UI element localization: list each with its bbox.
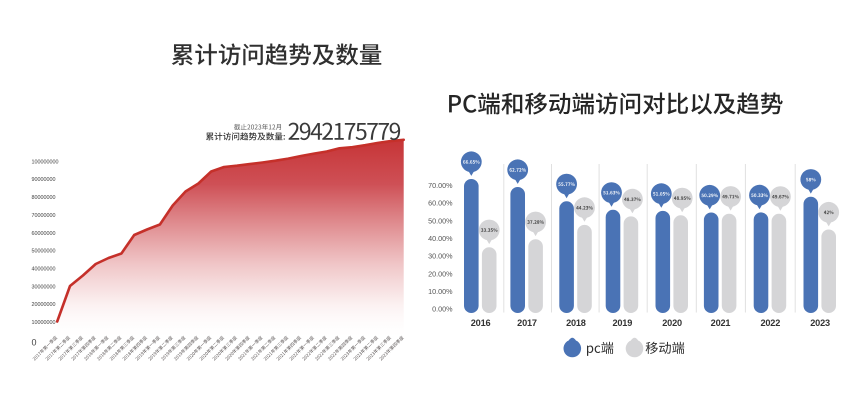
svg-text:40.00%: 40.00% bbox=[428, 234, 453, 243]
svg-text:2018: 2018 bbox=[566, 318, 586, 328]
svg-text:60000000: 60000000 bbox=[32, 231, 56, 237]
svg-text:10.00%: 10.00% bbox=[428, 287, 453, 296]
svg-text:2023: 2023 bbox=[810, 318, 830, 328]
svg-text:30000000: 30000000 bbox=[32, 284, 56, 290]
svg-text:90000000: 90000000 bbox=[32, 177, 56, 183]
svg-text:2019: 2019 bbox=[612, 318, 632, 328]
svg-text:2022: 2022 bbox=[760, 318, 780, 328]
svg-text:80000000: 80000000 bbox=[32, 195, 56, 201]
svg-text:50000000: 50000000 bbox=[32, 249, 56, 255]
svg-text:20000000: 20000000 bbox=[32, 302, 56, 308]
svg-text:2021: 2021 bbox=[711, 318, 731, 328]
svg-text:70000000: 70000000 bbox=[32, 213, 56, 219]
svg-text:100000000: 100000000 bbox=[32, 159, 59, 165]
svg-text:2020: 2020 bbox=[662, 318, 682, 328]
svg-text:70.00%: 70.00% bbox=[428, 181, 453, 190]
svg-text:40000000: 40000000 bbox=[32, 267, 56, 273]
svg-text:20.00%: 20.00% bbox=[428, 269, 453, 278]
svg-text:2017: 2017 bbox=[517, 318, 537, 328]
svg-text:60.00%: 60.00% bbox=[428, 199, 453, 208]
svg-text:10000000: 10000000 bbox=[32, 320, 56, 326]
svg-text:0: 0 bbox=[32, 338, 37, 348]
svg-text:0.00%: 0.00% bbox=[432, 305, 453, 314]
svg-text:30.00%: 30.00% bbox=[428, 252, 453, 261]
svg-text:2016: 2016 bbox=[471, 318, 491, 328]
svg-text:50.00%: 50.00% bbox=[428, 216, 453, 225]
